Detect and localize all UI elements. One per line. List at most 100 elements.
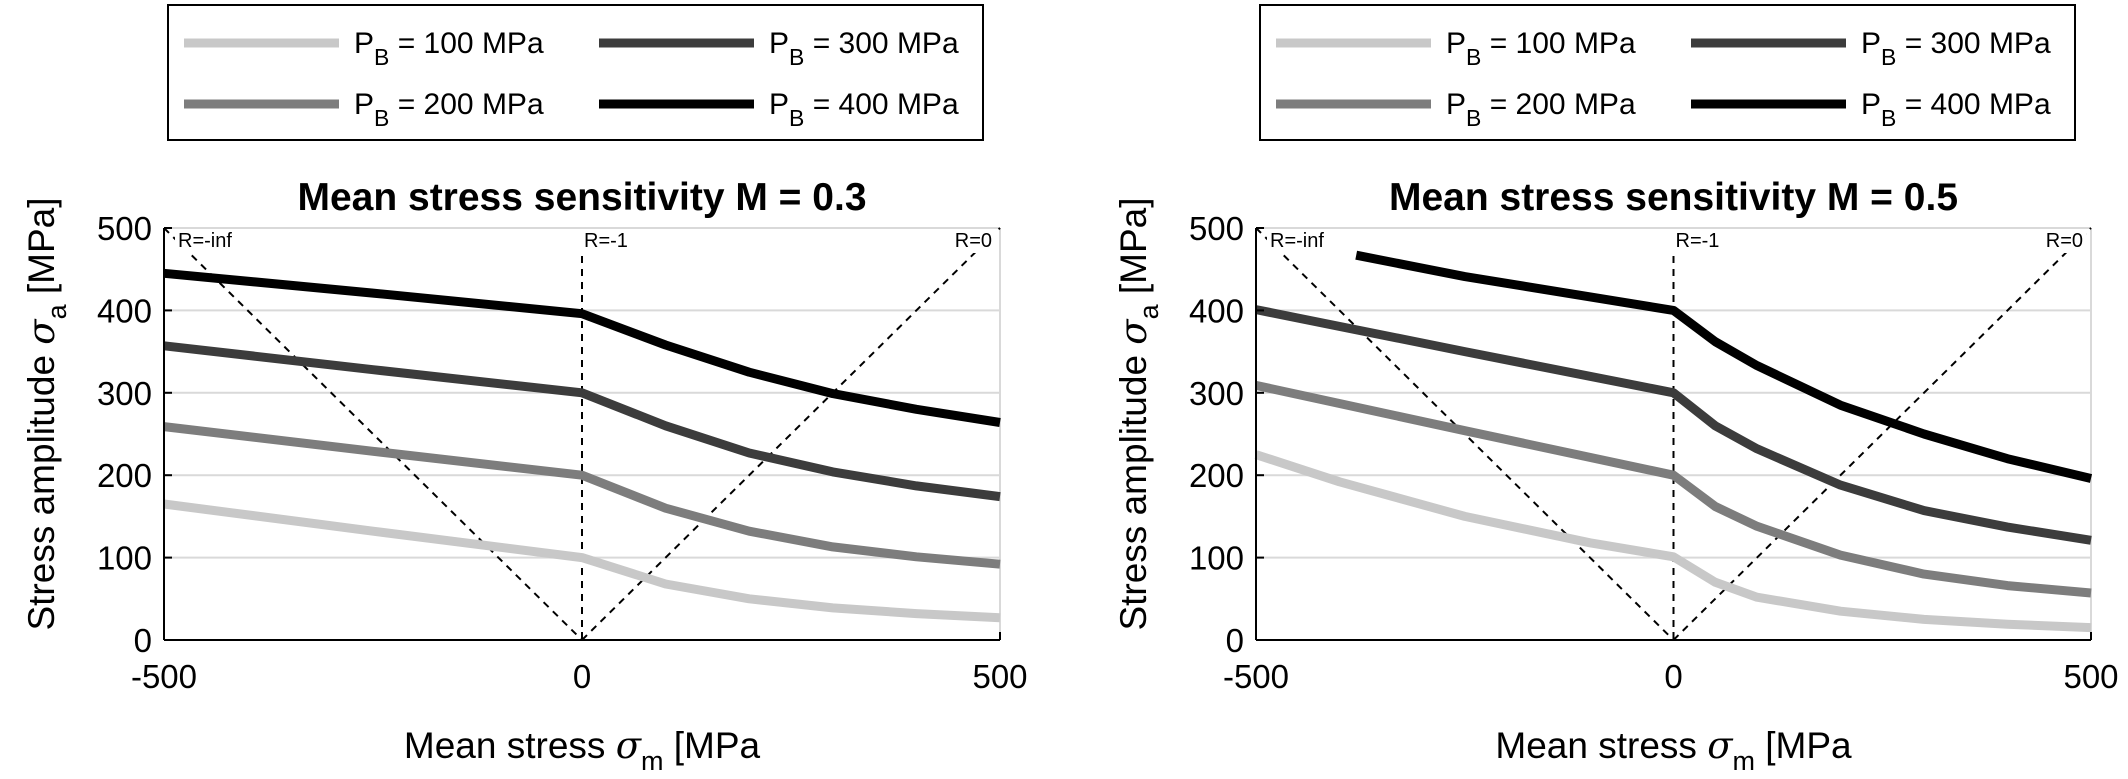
legend-subscript: B xyxy=(1881,105,1896,131)
reference-label-background xyxy=(2042,229,2086,253)
y-axis-label-subscript: a xyxy=(1134,303,1164,319)
legend-p: P xyxy=(354,88,374,121)
title-background xyxy=(287,174,877,221)
legend-subscript: B xyxy=(789,105,804,131)
x-tick-label: 0 xyxy=(1664,658,1682,695)
legend-subscript: B xyxy=(374,105,389,131)
y-tick-label: 0 xyxy=(134,622,152,659)
reference-label-2: R=-1 xyxy=(1676,230,1720,252)
legend-text: = 300 MPa xyxy=(804,27,959,60)
legend-entry-3: PB = 300 MPa xyxy=(1861,27,2051,70)
legend-subscript: B xyxy=(1466,44,1481,70)
legend-p: P xyxy=(769,27,789,60)
y-axis-label-symbol: σ xyxy=(20,318,63,345)
reference-line-3 xyxy=(1672,227,2092,641)
y-tick-label: 500 xyxy=(1189,210,1244,247)
legend-p: P xyxy=(1446,27,1466,60)
legend-text: = 400 MPa xyxy=(1896,88,2051,121)
series-line-4 xyxy=(163,268,1001,427)
reference-label-3: R=0 xyxy=(2046,230,2083,252)
y-tick-label: 200 xyxy=(97,457,152,494)
y-tick-label: 400 xyxy=(1189,292,1244,329)
y-tick-label: 500 xyxy=(97,210,152,247)
legend-subscript: B xyxy=(374,44,389,70)
chart-title: Mean stress sensitivity M = 0.3 xyxy=(297,176,866,219)
x-tick-label: -500 xyxy=(131,658,197,695)
legend-p: P xyxy=(1861,27,1881,60)
x-tick-label: -500 xyxy=(1223,658,1289,695)
y-tick-label: 300 xyxy=(1189,375,1244,412)
x-axis-label-symbol: σ xyxy=(1707,724,1734,767)
legend-p: P xyxy=(769,88,789,121)
y-tick-label: 100 xyxy=(1189,540,1244,577)
legend-text: = 100 MPa xyxy=(1481,27,1636,60)
legend-subscript: B xyxy=(1466,105,1481,131)
title-background xyxy=(1378,174,1969,221)
legend-text: = 400 MPa xyxy=(804,88,959,121)
reference-line-1 xyxy=(163,227,583,641)
y-axis-label: Stress amplitude σa [MPa] xyxy=(20,197,72,630)
x-axis-label-subscript: m xyxy=(641,746,664,776)
x-tick-label: 500 xyxy=(972,658,1027,695)
legend-text: = 200 MPa xyxy=(1481,88,1636,121)
series-line-4 xyxy=(1355,250,2093,483)
legend-entry-1: PB = 100 MPa xyxy=(1446,27,1636,70)
x-axis-label: Mean stress σm [MPa xyxy=(1495,724,1852,776)
series-line-1 xyxy=(1254,450,2092,633)
x-tick-label: 500 xyxy=(2063,658,2118,695)
y-axis-label-subscript: a xyxy=(42,303,72,319)
y-tick-label: 0 xyxy=(1226,622,1244,659)
x-tick-label: 0 xyxy=(573,658,591,695)
legend-p: P xyxy=(1861,88,1881,121)
reference-label-background xyxy=(581,229,631,253)
legend-text: = 100 MPa xyxy=(389,27,544,60)
y-axis-label-unit: [MPa] xyxy=(21,197,62,304)
y-axis-label-unit: [MPa] xyxy=(1113,197,1154,304)
legend-box xyxy=(167,4,984,141)
y-axis-label: Stress amplitude σa [MPa] xyxy=(1112,197,1164,630)
x-axis-label: Mean stress σm [MPa xyxy=(404,724,761,776)
legend-text: = 300 MPa xyxy=(1896,27,2051,60)
legend-entry-4: PB = 400 MPa xyxy=(769,88,959,131)
legend-entry-4: PB = 400 MPa xyxy=(1861,88,2051,131)
legend-entry-2: PB = 200 MPa xyxy=(1446,88,1636,131)
series-line-1 xyxy=(163,499,1001,623)
reference-line-1 xyxy=(1255,227,1675,641)
legend-entry-1: PB = 100 MPa xyxy=(354,27,544,70)
series-line-3 xyxy=(163,341,1001,502)
series-line-3 xyxy=(1255,305,2092,545)
chart-title: Mean stress sensitivity M = 0.5 xyxy=(1389,176,1958,219)
y-tick-label: 400 xyxy=(97,292,152,329)
x-axis-label-unit: [MPa xyxy=(1755,725,1852,766)
reference-line-3 xyxy=(581,227,1001,641)
x-axis-label-text: Mean stress xyxy=(1495,725,1707,766)
legend-subscript: B xyxy=(789,44,804,70)
reference-label-background xyxy=(1267,229,1328,253)
y-axis-label-text: Stress amplitude xyxy=(1113,345,1154,631)
legend-entry-2: PB = 200 MPa xyxy=(354,88,544,131)
x-axis-label-unit: [MPa xyxy=(663,725,760,766)
x-axis-label-text: Mean stress xyxy=(404,725,616,766)
reference-label-background xyxy=(1672,229,1723,253)
reference-label-3: R=0 xyxy=(955,230,992,252)
legend-entry-3: PB = 300 MPa xyxy=(769,27,959,70)
y-tick-label: 300 xyxy=(97,375,152,412)
x-axis-label-subscript: m xyxy=(1732,746,1755,776)
y-tick-label: 200 xyxy=(1189,457,1244,494)
x-axis-label-symbol: σ xyxy=(616,724,643,767)
y-axis-label-symbol: σ xyxy=(1112,318,1155,345)
reference-label-2: R=-1 xyxy=(584,230,628,252)
legend-text: = 200 MPa xyxy=(389,88,544,121)
reference-label-1: R=-inf xyxy=(178,230,232,252)
legend-subscript: B xyxy=(1881,44,1896,70)
reference-label-background xyxy=(175,229,236,253)
legend-box xyxy=(1259,4,2076,141)
y-axis-label-text: Stress amplitude xyxy=(21,345,62,631)
legend-p: P xyxy=(1446,88,1466,121)
reference-label-background xyxy=(951,229,995,253)
reference-label-1: R=-inf xyxy=(1270,230,1324,252)
legend-p: P xyxy=(354,27,374,60)
